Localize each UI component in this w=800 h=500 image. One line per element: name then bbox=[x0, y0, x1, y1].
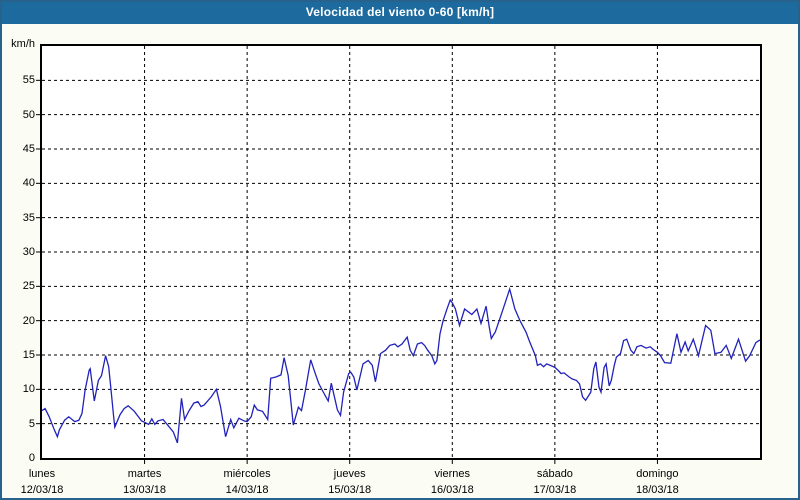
wind-speed-chart bbox=[36, 46, 761, 464]
y-tick-label: 0 bbox=[28, 452, 35, 464]
y-tick-label: 50 bbox=[22, 108, 35, 121]
day-date: 12/03/18 bbox=[20, 484, 64, 496]
y-axis: 0 5 10 15 20 25 30 35 40 45 50 55 bbox=[2, 44, 35, 464]
day-date: 17/03/18 bbox=[533, 484, 577, 496]
x-day-label: sábado 17/03/18 bbox=[533, 466, 576, 498]
window-title: Velocidad del viento 0-60 [km/h] bbox=[305, 5, 495, 19]
day-name: lunes bbox=[28, 468, 56, 480]
y-tick-label: 45 bbox=[22, 143, 35, 155]
day-date: 14/03/18 bbox=[225, 484, 269, 496]
day-date: 13/03/18 bbox=[123, 484, 167, 496]
x-day-label: viernes 16/03/18 bbox=[431, 466, 474, 498]
day-date: 15/03/18 bbox=[328, 484, 372, 496]
x-day-label: domingo 18/03/18 bbox=[636, 466, 679, 498]
day-date: 18/03/18 bbox=[635, 484, 679, 496]
x-day-label: lunes 12/03/18 bbox=[21, 466, 64, 498]
day-name: sábado bbox=[536, 468, 573, 480]
wind-speed-line bbox=[41, 286, 761, 444]
x-axis: lunes 12/03/18 martes 13/03/18 miércoles 14/0… bbox=[21, 466, 764, 498]
y-tick-label: 55 bbox=[22, 74, 35, 87]
y-tick-label: 35 bbox=[22, 211, 35, 224]
day-name: jueves bbox=[333, 468, 366, 480]
title-bar: Velocidad del viento 0-60 [km/h] bbox=[2, 2, 798, 24]
day-name: miércoles bbox=[223, 468, 271, 480]
day-name: domingo bbox=[636, 468, 679, 480]
y-tick-label: 30 bbox=[22, 246, 35, 258]
y-tick-label: 20 bbox=[22, 314, 35, 327]
plot-area bbox=[36, 44, 762, 464]
x-day-label: jueves 15/03/18 bbox=[328, 466, 371, 498]
y-tick-label: 40 bbox=[22, 177, 35, 190]
y-axis-unit-label: km/h bbox=[11, 38, 35, 50]
day-date: 16/03/18 bbox=[430, 484, 474, 496]
day-name: martes bbox=[127, 468, 162, 480]
y-tick-label: 15 bbox=[22, 349, 35, 361]
x-day-label: miércoles 14/03/18 bbox=[224, 466, 271, 498]
y-tick-label: 10 bbox=[22, 383, 35, 396]
x-day-label: martes 13/03/18 bbox=[123, 466, 166, 498]
day-name: viernes bbox=[434, 468, 471, 480]
y-tick-label: 5 bbox=[28, 417, 35, 430]
y-tick-label: 25 bbox=[22, 280, 35, 293]
